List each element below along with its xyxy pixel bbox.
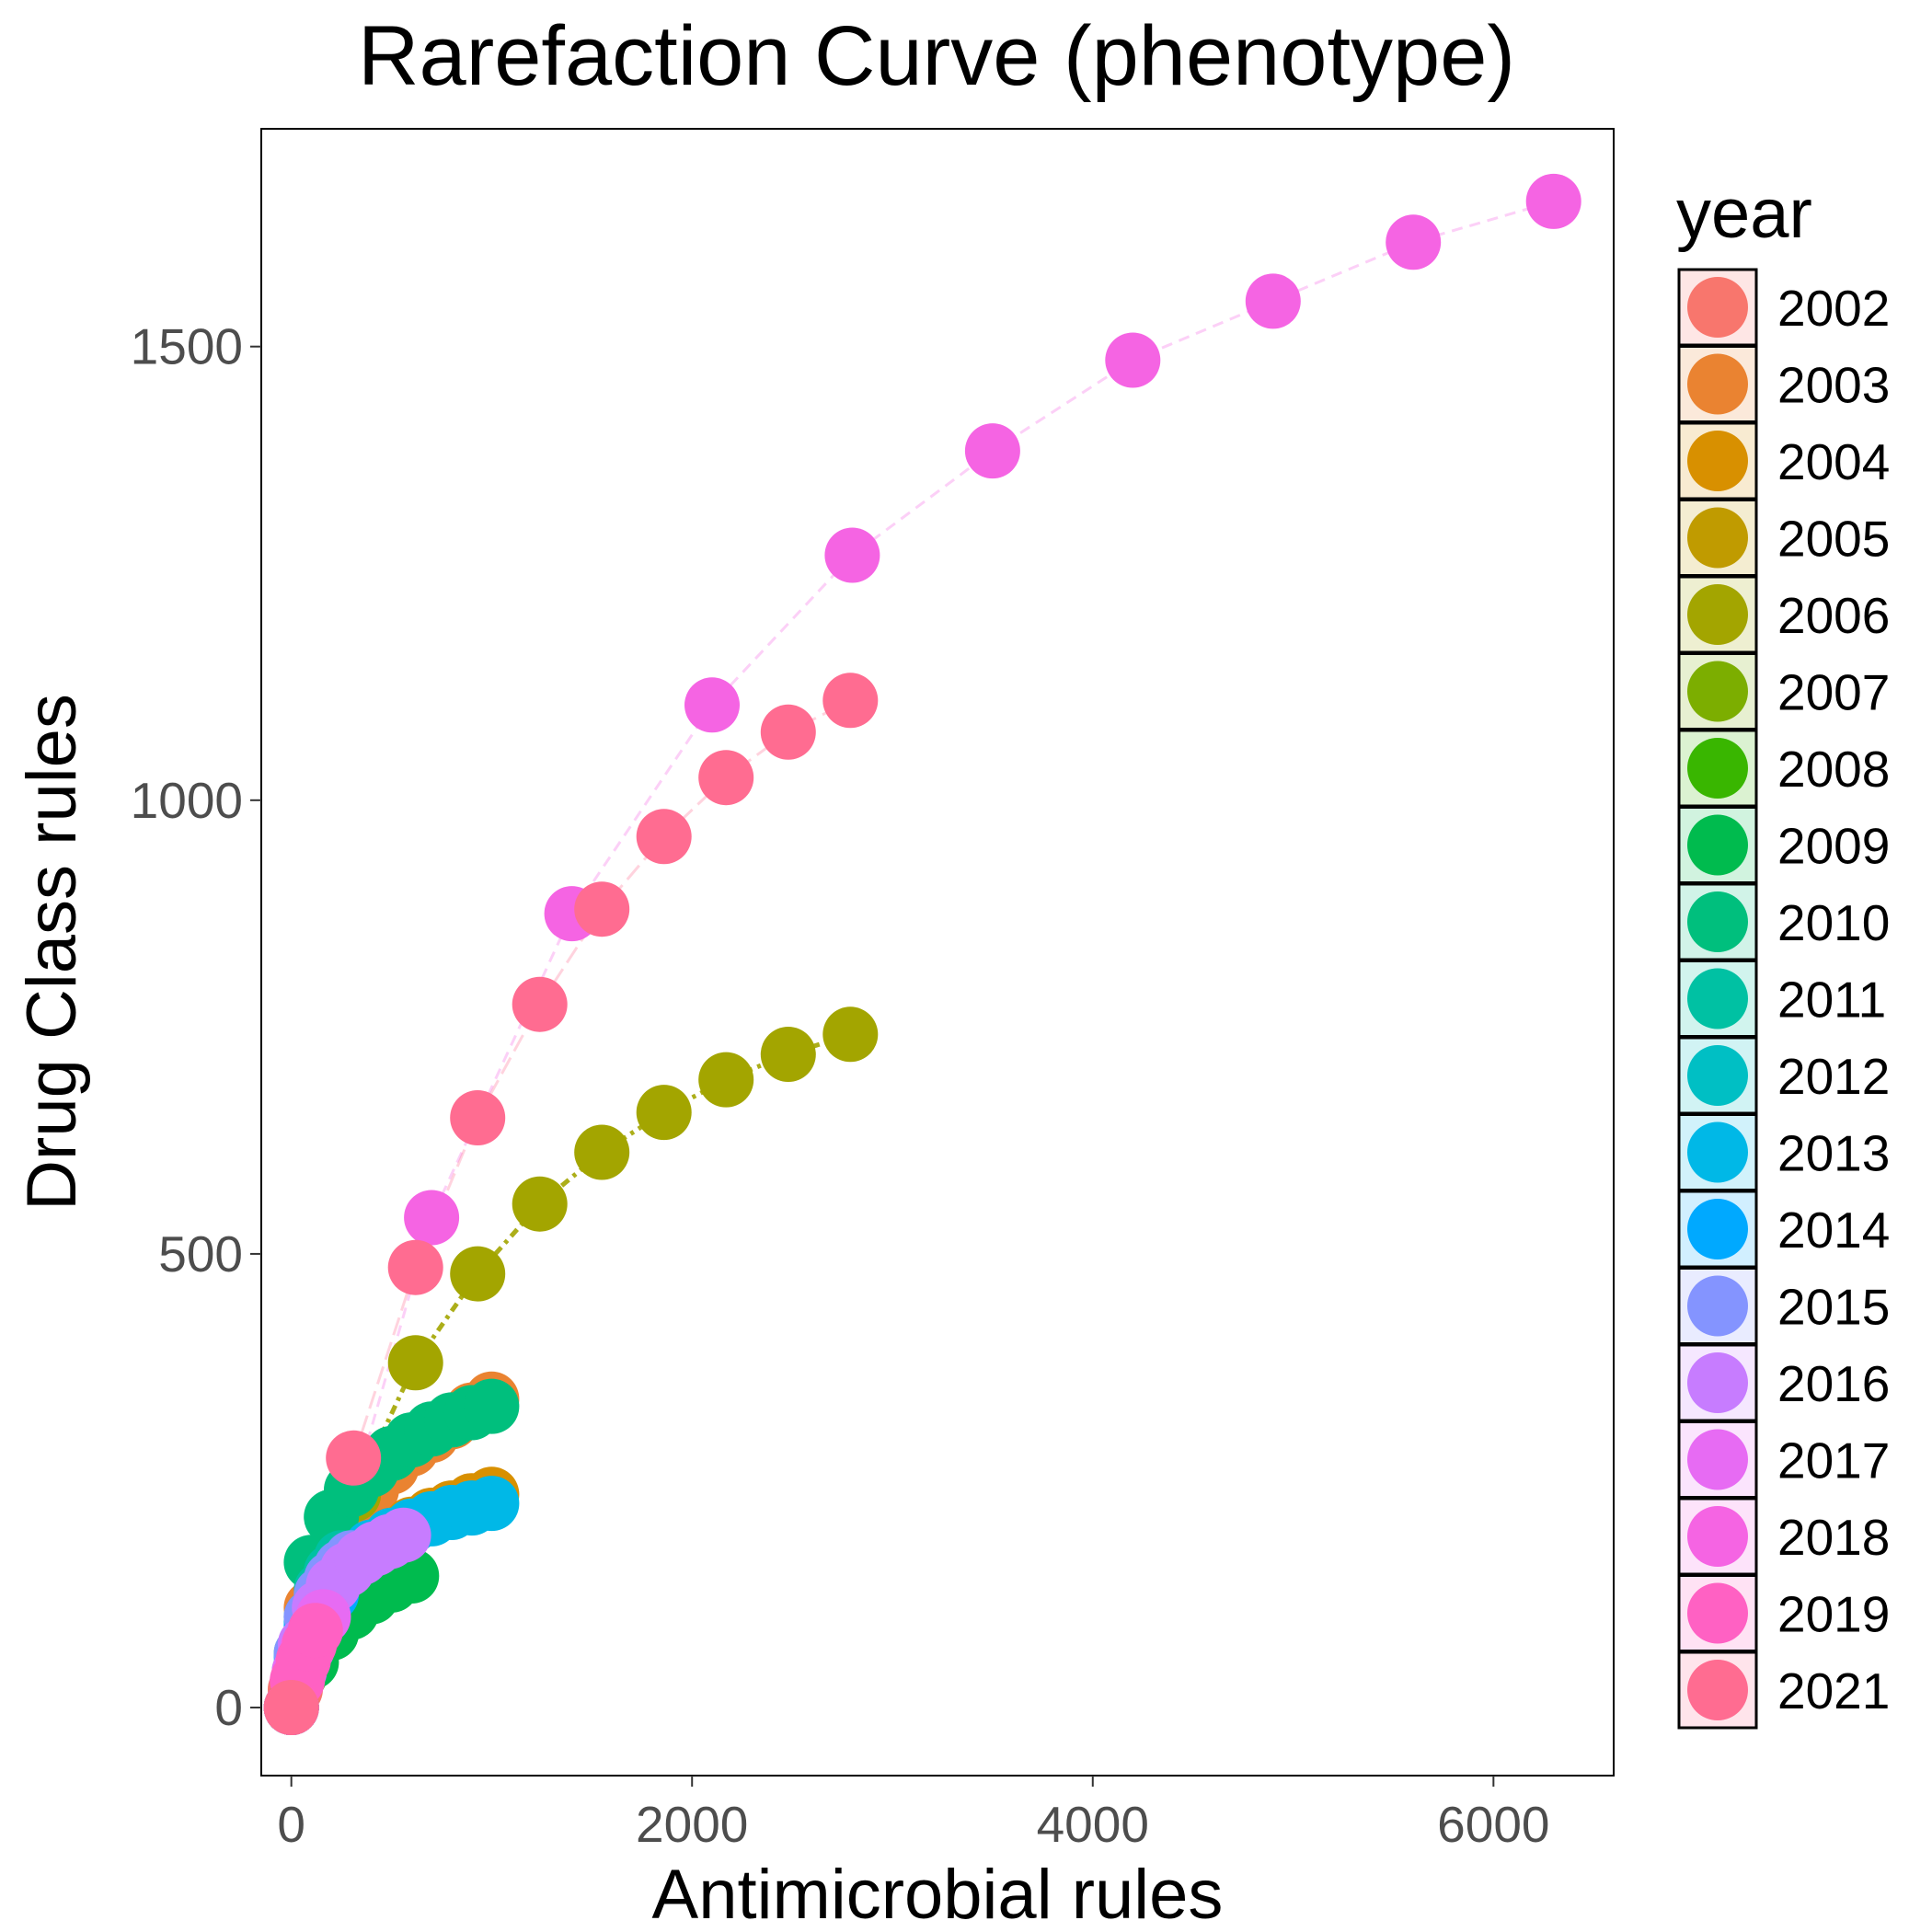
legend-swatch-2005 (1687, 507, 1748, 569)
chart-title: Rarefaction Curve (phenotype) (358, 9, 1515, 103)
data-point-2021 (822, 673, 879, 729)
legend-label-2009: 2009 (1777, 818, 1890, 875)
series-line-2021 (290, 698, 851, 1708)
data-point-2021 (760, 704, 816, 760)
legend-swatch-2014 (1687, 1199, 1748, 1259)
data-point-2006 (760, 1027, 816, 1082)
legend-label-2004: 2004 (1777, 433, 1890, 490)
data-point-2019 (287, 1603, 343, 1659)
legend-label-2018: 2018 (1777, 1509, 1890, 1566)
y-tick-label: 500 (158, 1225, 243, 1282)
legend-swatch-2021 (1687, 1660, 1748, 1720)
legend-label-2015: 2015 (1777, 1279, 1890, 1336)
legend-label-2013: 2013 (1777, 1125, 1890, 1182)
data-point-2021 (263, 1680, 319, 1735)
legend-label-2011: 2011 (1777, 972, 1886, 1029)
axes: 0 2000 4000 6000 0 500 1000 1500 (131, 318, 1550, 1853)
data-point-2006 (512, 1176, 568, 1232)
x-tick-label: 0 (277, 1796, 305, 1853)
series-line-2018 (290, 200, 1555, 1708)
data-point-2018 (1245, 273, 1301, 329)
legend-label-2019: 2019 (1777, 1586, 1890, 1643)
legend-swatch-2013 (1687, 1121, 1748, 1183)
legend-swatch-2015 (1687, 1275, 1748, 1337)
data-point-2021 (326, 1430, 382, 1486)
legend-swatch-2008 (1687, 738, 1748, 799)
legend: year 2002 2003 2004 2005 2006 2007 2008 2009 201… (1676, 175, 1890, 1730)
data-point-2018 (964, 423, 1020, 479)
y-tick-label: 1500 (131, 318, 243, 375)
data-point-2006 (387, 1335, 443, 1391)
data-point-2018 (404, 1190, 460, 1246)
data-point-2006 (636, 1085, 692, 1141)
legend-label-2007: 2007 (1777, 664, 1890, 721)
legend-swatch-2016 (1687, 1352, 1748, 1413)
legend-swatch-2010 (1687, 891, 1748, 952)
legend-label-2010: 2010 (1777, 894, 1890, 951)
data-point-2018 (684, 677, 740, 733)
x-tick-label: 2000 (636, 1796, 748, 1853)
x-axis-title: Antimicrobial rules (652, 1856, 1224, 1932)
legend-swatch-2012 (1687, 1045, 1748, 1106)
legend-label-2005: 2005 (1777, 511, 1890, 568)
data-point-2006 (450, 1246, 506, 1302)
data-point-2018 (1525, 173, 1581, 229)
legend-swatch-2011 (1687, 968, 1748, 1029)
legend-label-2008: 2008 (1777, 741, 1890, 798)
legend-swatch-2018 (1687, 1506, 1748, 1567)
legend-label-2012: 2012 (1777, 1048, 1890, 1105)
x-tick-label: 4000 (1037, 1796, 1149, 1853)
legend-label-2002: 2002 (1777, 280, 1890, 337)
data-point-2016 (375, 1507, 431, 1563)
series-points (263, 173, 1581, 1735)
legend-title: year (1676, 175, 1812, 253)
data-point-2018 (824, 527, 880, 583)
y-axis-title: Drug Class rules (13, 694, 91, 1211)
legend-swatch-2017 (1687, 1429, 1748, 1490)
data-point-2018 (1105, 332, 1161, 388)
data-point-2006 (574, 1124, 630, 1180)
x-tick-label: 6000 (1437, 1796, 1549, 1853)
legend-label-2003: 2003 (1777, 357, 1890, 414)
legend-swatch-2003 (1687, 353, 1748, 415)
data-point-2006 (698, 1052, 754, 1108)
legend-label-2014: 2014 (1777, 1202, 1890, 1259)
legend-label-2016: 2016 (1777, 1355, 1890, 1412)
data-point-2021 (698, 750, 754, 806)
legend-swatch-2006 (1687, 584, 1748, 645)
legend-swatch-2004 (1687, 431, 1748, 491)
data-point-2021 (512, 976, 568, 1032)
legend-label-2017: 2017 (1777, 1432, 1890, 1489)
data-point-2021 (387, 1239, 443, 1295)
y-tick-label: 1000 (131, 772, 243, 829)
data-point-2021 (450, 1090, 506, 1145)
data-point-2021 (636, 809, 692, 865)
legend-swatch-2007 (1687, 661, 1748, 722)
data-point-2010 (464, 1378, 520, 1434)
data-point-2018 (1386, 214, 1442, 270)
data-point-2006 (822, 1006, 879, 1063)
legend-swatch-2009 (1687, 814, 1748, 876)
data-point-2021 (574, 881, 630, 937)
y-tick-label: 0 (214, 1679, 243, 1736)
legend-swatch-2019 (1687, 1582, 1748, 1644)
legend-swatch-2002 (1687, 277, 1748, 338)
legend-label-2006: 2006 (1777, 587, 1890, 644)
legend-label-2021: 2021 (1777, 1662, 1890, 1719)
data-point-2013 (464, 1476, 520, 1532)
